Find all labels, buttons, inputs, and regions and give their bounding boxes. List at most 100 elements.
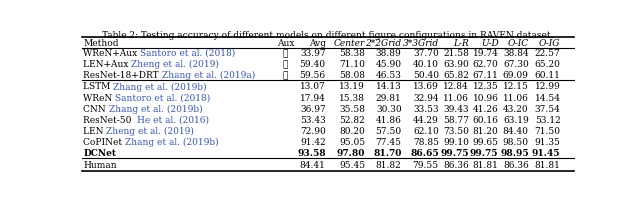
Text: 53.43: 53.43 xyxy=(300,116,326,125)
Text: 86.36: 86.36 xyxy=(444,161,469,170)
Text: CoPINet: CoPINet xyxy=(83,138,125,147)
Text: 17.94: 17.94 xyxy=(300,94,326,103)
Text: 63.19: 63.19 xyxy=(503,116,529,125)
Text: 73.50: 73.50 xyxy=(443,127,469,136)
Text: Avg: Avg xyxy=(308,39,326,48)
Text: WReN: WReN xyxy=(83,94,115,103)
Text: 57.50: 57.50 xyxy=(376,127,402,136)
Text: Table 2: Testing accuracy of different models on different figure configurations: Table 2: Testing accuracy of different m… xyxy=(102,31,554,40)
Text: 95.05: 95.05 xyxy=(339,138,365,147)
Text: 45.90: 45.90 xyxy=(376,60,402,69)
Text: DCNet: DCNet xyxy=(83,149,116,158)
Text: 59.56: 59.56 xyxy=(300,71,326,80)
Text: 33.53: 33.53 xyxy=(413,105,439,114)
Text: 58.08: 58.08 xyxy=(339,71,365,80)
Text: 10.96: 10.96 xyxy=(472,94,499,103)
Text: ✓: ✓ xyxy=(283,71,288,80)
Text: 79.55: 79.55 xyxy=(413,161,439,170)
Text: 78.85: 78.85 xyxy=(413,138,439,147)
Text: O-IG: O-IG xyxy=(539,39,561,48)
Text: 81.81: 81.81 xyxy=(472,161,499,170)
Text: 65.82: 65.82 xyxy=(443,71,469,80)
Text: 60.16: 60.16 xyxy=(472,116,499,125)
Text: 62.10: 62.10 xyxy=(413,127,439,136)
Text: Zhang et al. (2019b): Zhang et al. (2019b) xyxy=(113,82,207,92)
Text: Human: Human xyxy=(83,161,116,170)
Text: ResNet-50: ResNet-50 xyxy=(83,116,137,125)
Text: Santoro et al. (2018): Santoro et al. (2018) xyxy=(115,94,211,103)
Text: 67.11: 67.11 xyxy=(472,71,499,80)
Text: 38.89: 38.89 xyxy=(376,49,402,58)
Text: 77.45: 77.45 xyxy=(376,138,402,147)
Text: ✓: ✓ xyxy=(283,49,288,58)
Text: 67.30: 67.30 xyxy=(503,60,529,69)
Text: L-R: L-R xyxy=(453,39,469,48)
Text: 97.80: 97.80 xyxy=(337,149,365,158)
Text: 41.86: 41.86 xyxy=(376,116,402,125)
Text: 12.99: 12.99 xyxy=(535,82,561,92)
Text: Zhang et al. (2019b): Zhang et al. (2019b) xyxy=(109,105,202,114)
Text: ✓: ✓ xyxy=(283,60,288,69)
Text: 99.65: 99.65 xyxy=(472,138,499,147)
Text: 86.36: 86.36 xyxy=(503,161,529,170)
Text: 14.13: 14.13 xyxy=(376,82,402,92)
Text: 37.70: 37.70 xyxy=(413,49,439,58)
Text: Zhang et al. (2019b): Zhang et al. (2019b) xyxy=(125,138,219,147)
Text: 98.95: 98.95 xyxy=(500,149,529,158)
Text: 32.94: 32.94 xyxy=(413,94,439,103)
Text: 62.70: 62.70 xyxy=(473,60,499,69)
Text: 53.12: 53.12 xyxy=(535,116,561,125)
Text: 60.11: 60.11 xyxy=(534,71,561,80)
Text: 50.40: 50.40 xyxy=(413,71,439,80)
Text: 63.90: 63.90 xyxy=(444,60,469,69)
Text: 95.45: 95.45 xyxy=(339,161,365,170)
Text: 81.20: 81.20 xyxy=(473,127,499,136)
Text: Zhang et al. (2019a): Zhang et al. (2019a) xyxy=(161,71,255,80)
Text: 36.97: 36.97 xyxy=(300,105,326,114)
Text: He et al. (2016): He et al. (2016) xyxy=(137,116,209,125)
Text: 43.20: 43.20 xyxy=(503,105,529,114)
Text: 12.35: 12.35 xyxy=(473,82,499,92)
Text: 84.40: 84.40 xyxy=(503,127,529,136)
Text: WReN+Aux: WReN+Aux xyxy=(83,49,140,58)
Text: 99.75: 99.75 xyxy=(470,149,499,158)
Text: 2*2Grid: 2*2Grid xyxy=(365,39,402,48)
Text: 39.43: 39.43 xyxy=(444,105,469,114)
Text: 12.15: 12.15 xyxy=(503,82,529,92)
Text: 98.50: 98.50 xyxy=(503,138,529,147)
Text: 99.10: 99.10 xyxy=(443,138,469,147)
Text: 91.42: 91.42 xyxy=(300,138,326,147)
Text: 46.53: 46.53 xyxy=(376,71,402,80)
Text: 80.20: 80.20 xyxy=(339,127,365,136)
Text: Method: Method xyxy=(83,39,118,48)
Text: 40.10: 40.10 xyxy=(413,60,439,69)
Text: 19.74: 19.74 xyxy=(472,49,499,58)
Text: CNN: CNN xyxy=(83,105,109,114)
Text: 11.06: 11.06 xyxy=(503,94,529,103)
Text: 22.57: 22.57 xyxy=(535,49,561,58)
Text: LSTM: LSTM xyxy=(83,82,113,92)
Text: 14.54: 14.54 xyxy=(534,94,561,103)
Text: 12.84: 12.84 xyxy=(444,82,469,92)
Text: 81.81: 81.81 xyxy=(534,161,561,170)
Text: 69.09: 69.09 xyxy=(503,71,529,80)
Text: 11.06: 11.06 xyxy=(443,94,469,103)
Text: 71.10: 71.10 xyxy=(339,60,365,69)
Text: 93.58: 93.58 xyxy=(297,149,326,158)
Text: 13.07: 13.07 xyxy=(300,82,326,92)
Text: ResNet-18+DRT: ResNet-18+DRT xyxy=(83,71,161,80)
Text: 65.20: 65.20 xyxy=(534,60,561,69)
Text: Aux: Aux xyxy=(276,39,294,48)
Text: 81.70: 81.70 xyxy=(373,149,402,158)
Text: 52.82: 52.82 xyxy=(339,116,365,125)
Text: 13.69: 13.69 xyxy=(413,82,439,92)
Text: 38.84: 38.84 xyxy=(503,49,529,58)
Text: 99.75: 99.75 xyxy=(440,149,469,158)
Text: Center: Center xyxy=(334,39,365,48)
Text: 58.38: 58.38 xyxy=(339,49,365,58)
Text: Zheng et al. (2019): Zheng et al. (2019) xyxy=(131,60,220,69)
Text: 59.40: 59.40 xyxy=(300,60,326,69)
Text: 30.30: 30.30 xyxy=(376,105,402,114)
Text: LEN+Aux: LEN+Aux xyxy=(83,60,131,69)
Text: 84.41: 84.41 xyxy=(300,161,326,170)
